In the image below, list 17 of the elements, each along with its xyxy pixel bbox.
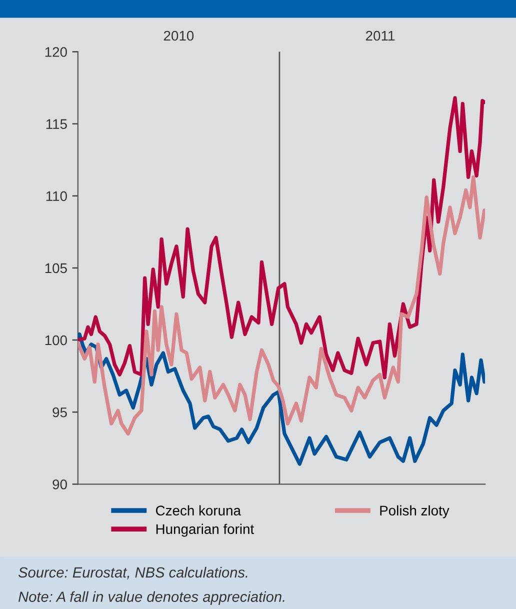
y-tick-label: 90	[52, 479, 67, 490]
line-series	[78, 175, 486, 436]
legend-label: Polish zloty	[380, 505, 450, 518]
y-tick-label: 105	[45, 263, 67, 274]
text: Note: A fall in value denotes appreciation.	[18, 591, 284, 605]
y-tick-label: 100	[45, 335, 67, 346]
x-tick-label: 2011	[366, 30, 394, 41]
source-note: Source: Eurostat, NBS calculations.	[18, 566, 248, 580]
x-tick-label: 2010	[164, 30, 194, 41]
y-tick-label: 115	[46, 119, 67, 129]
line-series	[78, 96, 486, 380]
y-tick-label: 120	[45, 47, 67, 57]
y-tick-label: 110	[46, 191, 67, 202]
y-tick-label: 95	[52, 407, 67, 418]
legend-label: Czech koruna	[156, 505, 241, 516]
line-series	[78, 332, 486, 466]
legend-label: Hungarian forint	[156, 524, 254, 537]
